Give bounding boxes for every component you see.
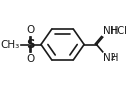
Text: NH: NH bbox=[103, 53, 119, 62]
Text: HCl: HCl bbox=[110, 26, 127, 36]
Text: S: S bbox=[26, 38, 34, 51]
Text: 2: 2 bbox=[110, 53, 115, 62]
Text: O: O bbox=[26, 25, 34, 35]
Text: CH₃: CH₃ bbox=[0, 40, 19, 49]
Text: NH: NH bbox=[103, 27, 119, 36]
Text: O: O bbox=[26, 54, 34, 64]
